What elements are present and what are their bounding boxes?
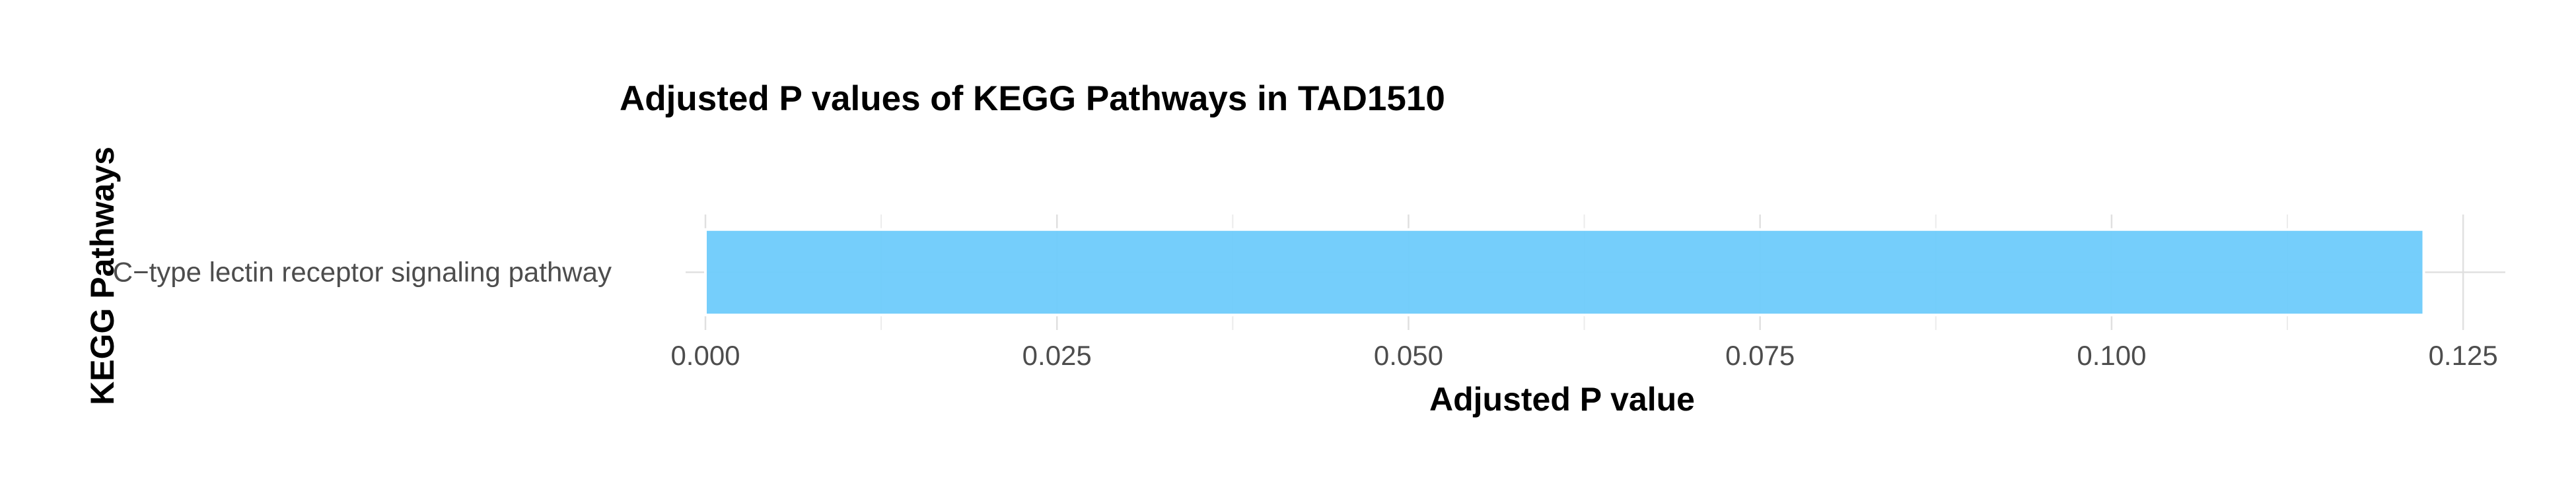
chart-title: Adjusted P values of KEGG Pathways in TA… <box>620 79 1445 118</box>
x-tick-label: 0.025 <box>1022 340 1092 371</box>
bars <box>704 228 2425 317</box>
y-axis-title: KEGG Pathways <box>84 147 121 405</box>
x-tick-label: 0.075 <box>1725 340 1795 371</box>
x-axis-title: Adjusted P value <box>1429 381 1695 418</box>
bar <box>704 228 2425 317</box>
x-tick-label: 0.125 <box>2429 340 2498 371</box>
x-tick-label: 0.100 <box>2077 340 2146 371</box>
x-tick-label: 0.050 <box>1374 340 1443 371</box>
x-tick-label: 0.000 <box>670 340 740 371</box>
y-axis-categories: C−type lectin receptor signaling pathway <box>113 257 612 288</box>
x-axis-ticks: 0.000 0.025 0.050 0.075 0.100 0.125 <box>670 340 2497 371</box>
category-label: C−type lectin receptor signaling pathway <box>113 257 612 288</box>
